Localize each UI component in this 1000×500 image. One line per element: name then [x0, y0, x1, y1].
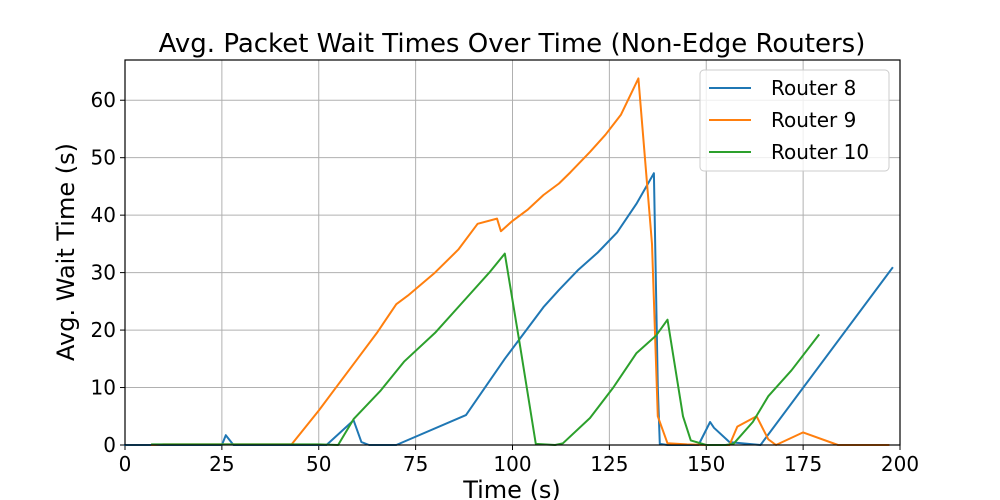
- legend-label-router-10: Router 10: [771, 140, 869, 164]
- x-tick-label: 75: [403, 452, 428, 476]
- legend: Router 8 Router 9 Router 10: [699, 69, 890, 172]
- x-tick-label: 100: [493, 452, 531, 476]
- series-line-router-9: [151, 77, 890, 447]
- x-axis-ticks: 0 25 50 75 100 125 150 175 200: [119, 445, 919, 476]
- y-tick-label: 20: [91, 318, 116, 342]
- series-line-router-8: [124, 172, 894, 446]
- plot-frame: [124, 59, 901, 446]
- x-tick-label: 50: [306, 452, 331, 476]
- x-tick-label: 150: [687, 452, 725, 476]
- x-tick-label: 125: [590, 452, 628, 476]
- y-tick-label: 60: [91, 88, 116, 112]
- legend-label-router-8: Router 8: [771, 76, 856, 100]
- y-tick-label: 30: [91, 261, 116, 285]
- legend-label-router-9: Router 9: [771, 108, 856, 132]
- y-tick-label: 10: [91, 376, 116, 400]
- x-tick-label: 200: [881, 452, 919, 476]
- x-tick-label: 25: [209, 452, 234, 476]
- chart-title: Avg. Packet Wait Times Over Time (Non-Ed…: [159, 29, 866, 59]
- y-tick-label: 40: [91, 203, 116, 227]
- legend-box: [699, 69, 890, 172]
- y-tick-label: 50: [91, 146, 116, 170]
- y-axis-label: Avg. Wait Time (s): [52, 143, 80, 361]
- x-tick-label: 175: [784, 452, 822, 476]
- series-line-router-10: [151, 252, 821, 446]
- x-tick-label: 0: [119, 452, 132, 476]
- y-axis-ticks: 0 10 20 30 40 50 60: [91, 88, 125, 457]
- x-axis-label: Time (s): [462, 476, 561, 500]
- y-tick-label: 0: [103, 433, 116, 457]
